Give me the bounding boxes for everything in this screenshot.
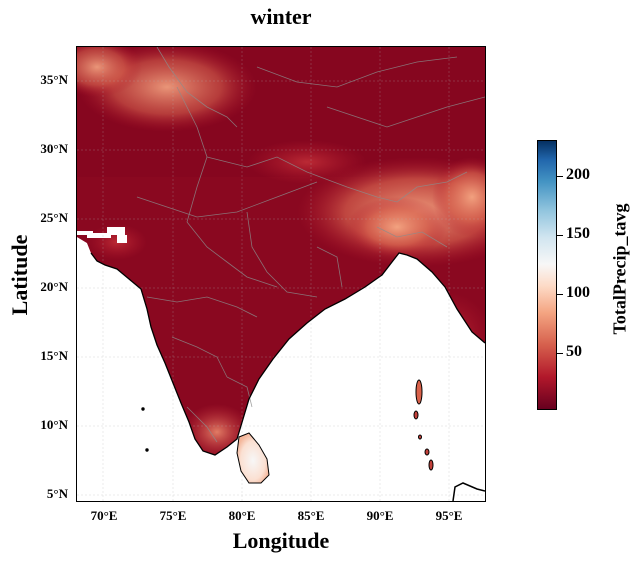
colorbar-tick-label: 150 (566, 225, 590, 242)
x-tick-label: 90°E (366, 508, 394, 523)
map-gridlines (77, 47, 485, 501)
sri-lanka (236, 432, 270, 484)
chart-title: winter (250, 4, 312, 29)
y-axis-title: Latitude (7, 234, 32, 316)
x-tick-label: 75°E (159, 508, 187, 523)
colorbar-tick (557, 176, 563, 177)
map-panel (76, 46, 486, 502)
colorbar (537, 140, 557, 410)
x-axis-title: Longitude (232, 528, 330, 553)
colorbar-tick-label: 100 (566, 284, 590, 301)
y-tick-label: 20°N (40, 279, 68, 294)
y-tick-label: 15°N (40, 348, 68, 363)
colorbar-tick-label: 200 (566, 166, 590, 183)
colorbar-tick (557, 235, 563, 236)
y-tick-label: 35°N (40, 72, 68, 87)
y-tick-label: 5°N (46, 486, 68, 501)
coastline (90, 252, 485, 456)
colorbar-tick (557, 353, 563, 354)
x-tick-label: 85°E (297, 508, 325, 523)
islands (141, 379, 434, 471)
colorbar-tick-label: 50 (566, 343, 582, 360)
x-tick-label: 80°E (228, 508, 256, 523)
malaysia-coast (452, 482, 485, 501)
colorbar-tick (557, 294, 563, 295)
state-borders (136, 47, 485, 443)
y-tick-label: 25°N (40, 210, 68, 225)
x-tick-label: 70°E (90, 508, 118, 523)
colorbar-title: TotalPrecip_tavg (609, 203, 630, 335)
x-tick-label: 95°E (435, 508, 463, 523)
y-tick-label: 10°N (40, 417, 68, 432)
data-gap (77, 227, 127, 243)
y-tick-label: 30°N (40, 141, 68, 156)
